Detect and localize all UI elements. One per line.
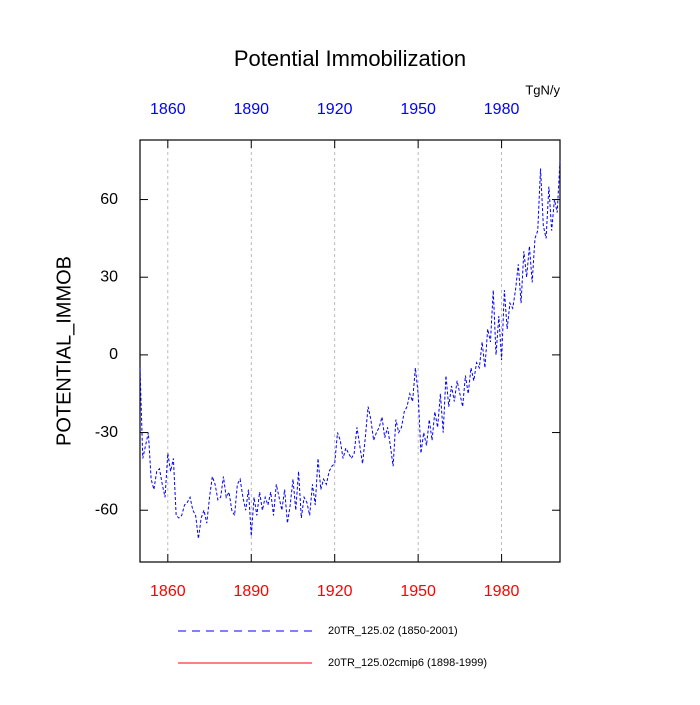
y-tick-label: -60 [95, 501, 118, 518]
x-tick-label-top: 1950 [400, 101, 436, 118]
y-tick-label: 0 [109, 346, 118, 363]
legend-label: 20TR_125.02 (1850-2001) [328, 625, 458, 637]
x-tick-label-top: 1860 [150, 101, 186, 118]
unit-label: TgN/y [525, 82, 560, 97]
legend-label: 20TR_125.02cmip6 (1898-1999) [328, 657, 487, 669]
plot-frame [139, 139, 561, 563]
series-line [139, 160, 561, 539]
x-tick-label-top: 1920 [317, 101, 353, 118]
x-tick-label: 1950 [400, 583, 436, 600]
x-tick-label-top: 1890 [233, 101, 269, 118]
y-tick-label: 30 [100, 268, 118, 285]
x-tick-label: 1920 [317, 583, 353, 600]
x-tick-label: 1980 [484, 583, 520, 600]
y-tick-label: -30 [95, 424, 118, 441]
x-tick-label-top: 1980 [484, 101, 520, 118]
y-tick-label: 60 [100, 191, 118, 208]
y-axis-label: POTENTIAL_IMMOB [53, 256, 75, 446]
chart-title: Potential Immobilization [234, 46, 466, 71]
x-tick-label: 1890 [233, 583, 269, 600]
x-tick-label: 1860 [150, 583, 186, 600]
